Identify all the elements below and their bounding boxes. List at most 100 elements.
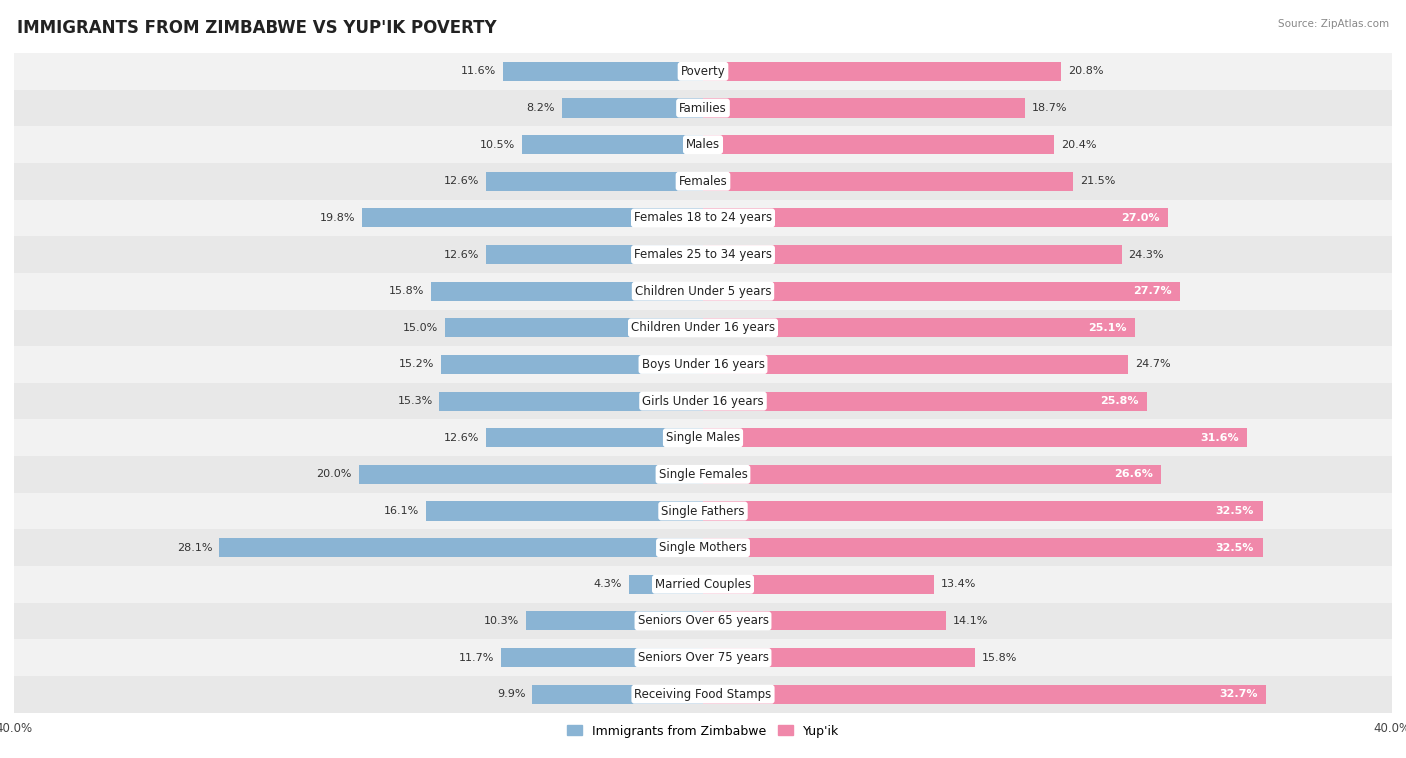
Text: 15.0%: 15.0% <box>402 323 437 333</box>
Bar <box>703 575 934 594</box>
Text: Married Couples: Married Couples <box>655 578 751 590</box>
Text: Single Mothers: Single Mothers <box>659 541 747 554</box>
Text: Families: Families <box>679 102 727 114</box>
Bar <box>219 538 703 557</box>
Bar <box>486 172 703 191</box>
Text: 20.8%: 20.8% <box>1069 67 1104 77</box>
Text: 10.3%: 10.3% <box>484 616 519 626</box>
Text: Single Fathers: Single Fathers <box>661 505 745 518</box>
Bar <box>526 612 703 631</box>
Bar <box>703 612 946 631</box>
Text: Females 25 to 34 years: Females 25 to 34 years <box>634 248 772 261</box>
Bar <box>562 99 703 117</box>
Text: 24.3%: 24.3% <box>1129 249 1164 259</box>
Text: Females: Females <box>679 175 727 188</box>
Bar <box>533 684 703 703</box>
Bar <box>703 172 1073 191</box>
Text: 9.9%: 9.9% <box>498 689 526 699</box>
Text: 27.7%: 27.7% <box>1133 287 1171 296</box>
Bar <box>426 502 703 521</box>
Bar <box>703 428 1247 447</box>
Bar <box>703 135 1054 154</box>
Bar <box>14 199 1392 236</box>
Bar <box>14 163 1392 199</box>
Bar <box>14 603 1392 639</box>
Bar <box>14 89 1392 127</box>
Text: Children Under 5 years: Children Under 5 years <box>634 285 772 298</box>
Text: Boys Under 16 years: Boys Under 16 years <box>641 358 765 371</box>
Bar <box>14 346 1392 383</box>
Text: 12.6%: 12.6% <box>444 433 479 443</box>
Bar <box>444 318 703 337</box>
Text: 10.5%: 10.5% <box>479 139 515 149</box>
Bar <box>703 62 1062 81</box>
Text: 20.4%: 20.4% <box>1062 139 1097 149</box>
Text: 15.3%: 15.3% <box>398 396 433 406</box>
Text: 32.5%: 32.5% <box>1216 543 1254 553</box>
Text: 11.6%: 11.6% <box>461 67 496 77</box>
Bar <box>359 465 703 484</box>
Bar <box>703 355 1129 374</box>
Bar <box>361 208 703 227</box>
Text: Single Males: Single Males <box>666 431 740 444</box>
Bar <box>703 392 1147 411</box>
Text: 32.7%: 32.7% <box>1219 689 1257 699</box>
Text: Girls Under 16 years: Girls Under 16 years <box>643 395 763 408</box>
Text: 19.8%: 19.8% <box>319 213 356 223</box>
Bar <box>14 127 1392 163</box>
Text: 16.1%: 16.1% <box>384 506 419 516</box>
Text: 8.2%: 8.2% <box>526 103 555 113</box>
Bar <box>14 53 1392 89</box>
Text: 28.1%: 28.1% <box>177 543 212 553</box>
Text: Males: Males <box>686 138 720 151</box>
Text: 25.1%: 25.1% <box>1088 323 1126 333</box>
Text: Seniors Over 75 years: Seniors Over 75 years <box>637 651 769 664</box>
Text: Single Females: Single Females <box>658 468 748 481</box>
Text: Children Under 16 years: Children Under 16 years <box>631 321 775 334</box>
Bar <box>703 684 1267 703</box>
Text: IMMIGRANTS FROM ZIMBABWE VS YUP'IK POVERTY: IMMIGRANTS FROM ZIMBABWE VS YUP'IK POVER… <box>17 19 496 37</box>
Text: Receiving Food Stamps: Receiving Food Stamps <box>634 688 772 700</box>
Bar <box>703 502 1263 521</box>
Bar <box>14 236 1392 273</box>
Text: 15.8%: 15.8% <box>388 287 425 296</box>
Legend: Immigrants from Zimbabwe, Yup'ik: Immigrants from Zimbabwe, Yup'ik <box>561 719 845 743</box>
Bar <box>440 392 703 411</box>
Bar <box>14 493 1392 529</box>
Bar <box>14 273 1392 309</box>
Bar <box>14 456 1392 493</box>
Text: 27.0%: 27.0% <box>1121 213 1160 223</box>
Text: 15.2%: 15.2% <box>399 359 434 369</box>
Bar <box>703 208 1168 227</box>
Text: Poverty: Poverty <box>681 65 725 78</box>
Text: 24.7%: 24.7% <box>1135 359 1171 369</box>
Text: 13.4%: 13.4% <box>941 579 976 589</box>
Text: 15.8%: 15.8% <box>981 653 1018 662</box>
Bar <box>703 318 1135 337</box>
Text: 14.1%: 14.1% <box>953 616 988 626</box>
Bar <box>628 575 703 594</box>
Text: 11.7%: 11.7% <box>460 653 495 662</box>
Bar <box>430 282 703 301</box>
Bar <box>441 355 703 374</box>
Text: 21.5%: 21.5% <box>1080 177 1115 186</box>
Bar <box>703 538 1263 557</box>
Bar <box>14 639 1392 676</box>
Bar <box>703 99 1025 117</box>
Bar <box>703 465 1161 484</box>
Bar <box>14 309 1392 346</box>
Bar <box>14 419 1392 456</box>
Bar <box>14 383 1392 419</box>
Text: 31.6%: 31.6% <box>1201 433 1239 443</box>
Text: 4.3%: 4.3% <box>593 579 621 589</box>
Bar <box>522 135 703 154</box>
Text: 32.5%: 32.5% <box>1216 506 1254 516</box>
Text: Source: ZipAtlas.com: Source: ZipAtlas.com <box>1278 19 1389 29</box>
Bar <box>14 529 1392 566</box>
Text: Females 18 to 24 years: Females 18 to 24 years <box>634 211 772 224</box>
Text: 12.6%: 12.6% <box>444 249 479 259</box>
Text: Seniors Over 65 years: Seniors Over 65 years <box>637 615 769 628</box>
Bar <box>486 245 703 264</box>
Text: 25.8%: 25.8% <box>1101 396 1139 406</box>
Text: 18.7%: 18.7% <box>1032 103 1067 113</box>
